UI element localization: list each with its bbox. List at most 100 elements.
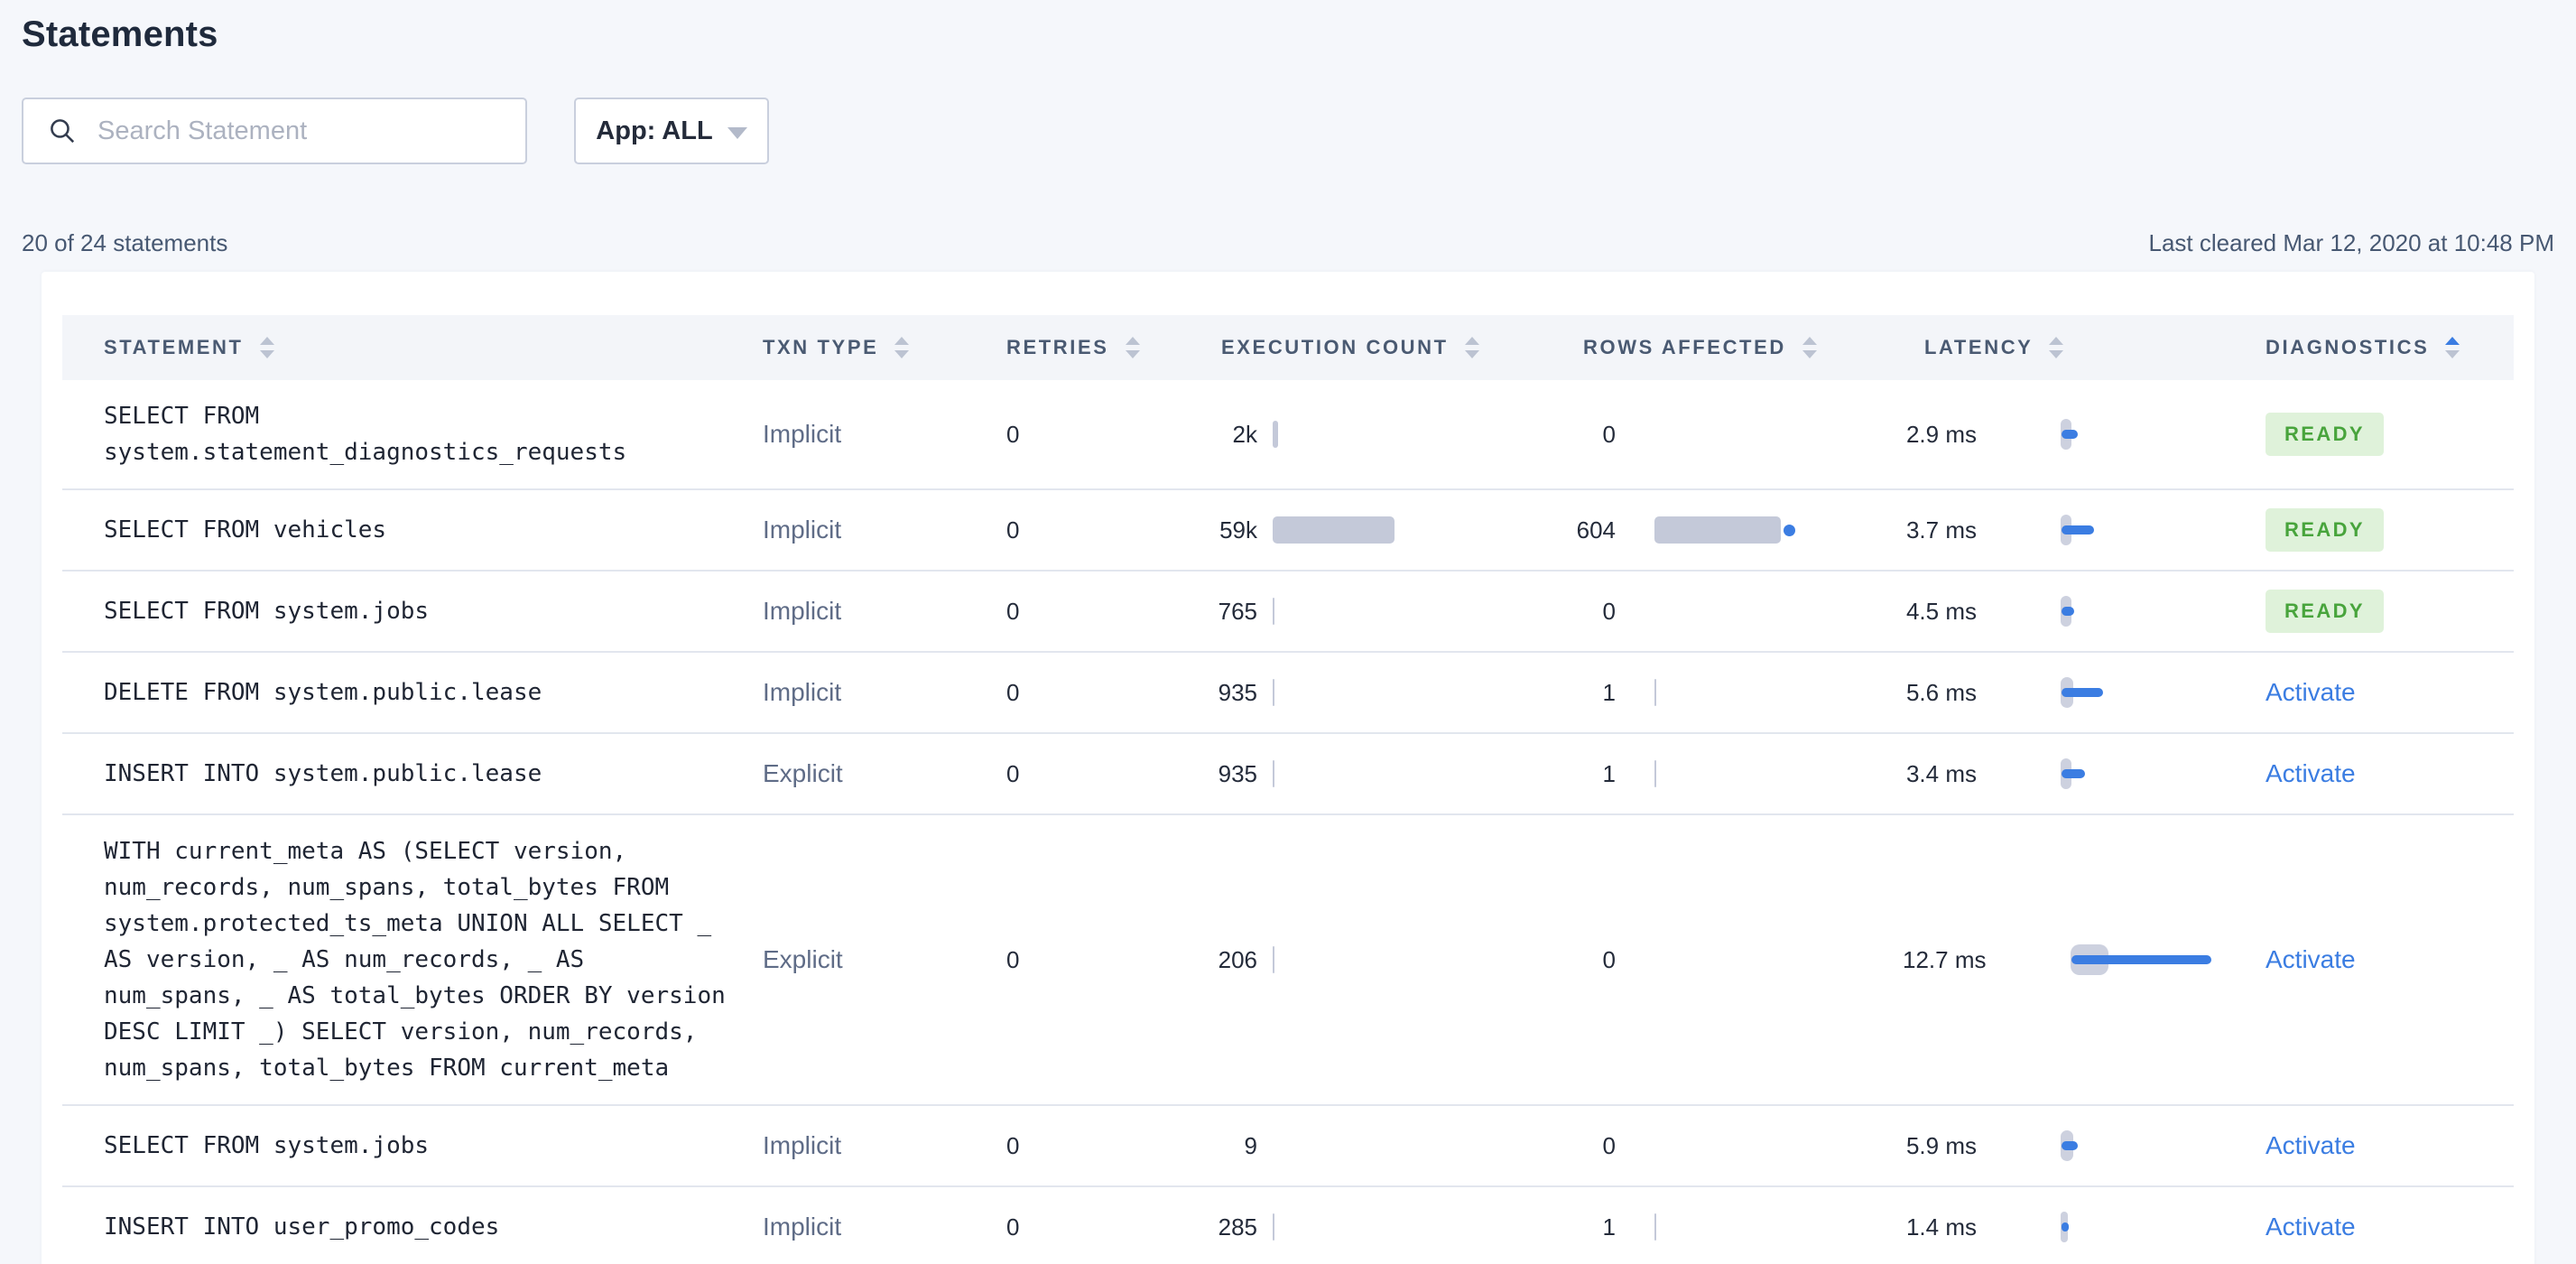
diagnostics-cell: Activate xyxy=(2244,1194,2514,1259)
statements-count: 20 of 24 statements xyxy=(22,229,228,256)
activate-diagnostics-link[interactable]: Activate xyxy=(2266,678,2356,706)
sort-asc-icon xyxy=(2049,337,2064,345)
statement-cell: INSERT INTO user_promo_codes xyxy=(62,1191,741,1263)
rows-affected-value: 0 xyxy=(1602,420,1616,448)
execution-count-cell: 206 xyxy=(1200,928,1561,992)
execution-count-bar xyxy=(1273,516,1395,544)
execution-count-cell: 2k xyxy=(1200,403,1561,467)
column-header-txn[interactable]: TXN TYPE xyxy=(741,336,985,359)
latency-value: 2.9 ms xyxy=(1905,420,1977,448)
table-row: WITH current_meta AS (SELECT version, nu… xyxy=(62,813,2514,1104)
sort-desc-icon xyxy=(1802,350,1817,358)
column-header-label: LATENCY xyxy=(1924,336,2034,358)
latency-bar-chart xyxy=(2061,757,2085,791)
diagnostics-cell: READY xyxy=(2244,395,2514,474)
rows-affected-value: 0 xyxy=(1602,1131,1616,1159)
rows-affected-cell: 0 xyxy=(1561,928,1903,992)
statement-cell: SELECT FROM system.statement_diagnostics… xyxy=(62,380,741,488)
txn-type-cell: Implicit xyxy=(763,678,842,706)
rows-affected-dot-icon xyxy=(1784,524,1795,536)
statement-link[interactable]: WITH current_meta AS (SELECT version, nu… xyxy=(104,838,726,1082)
rows-affected-cell: 0 xyxy=(1561,1114,1903,1178)
last-cleared-text: Last cleared Mar 12, 2020 at 10:48 PM xyxy=(2148,229,2555,256)
sort-desc-icon xyxy=(894,350,910,358)
table-header-row: STATEMENT TXN TYPE RETRIES EXECUTION COU… xyxy=(62,315,2514,380)
execution-count-cell: 935 xyxy=(1200,742,1561,806)
activate-diagnostics-link[interactable]: Activate xyxy=(2266,1213,2356,1241)
activate-diagnostics-link[interactable]: Activate xyxy=(2266,759,2356,787)
statement-link[interactable]: SELECT FROM system.jobs xyxy=(104,1132,430,1159)
sort-arrows-icon xyxy=(1464,337,1479,358)
latency-bar-chart xyxy=(2070,943,2211,977)
column-header-rows[interactable]: ROWS AFFECTED xyxy=(1561,336,1903,359)
txn-type-cell: Explicit xyxy=(763,759,843,787)
execution-count-bar xyxy=(1273,679,1274,706)
execution-count-value: 206 xyxy=(1218,945,1257,973)
latency-cell: 2.9 ms xyxy=(1903,399,2244,469)
column-header-label: DIAGNOSTICS xyxy=(2266,336,2430,358)
statement-cell: SELECT FROM system.jobs xyxy=(62,1110,741,1182)
execution-count-bar xyxy=(1273,598,1274,625)
statement-cell: SELECT FROM vehicles xyxy=(62,494,741,566)
column-header-latency[interactable]: LATENCY xyxy=(1903,336,2244,359)
column-header-diag[interactable]: DIAGNOSTICS xyxy=(2244,336,2514,359)
execution-count-cell: 935 xyxy=(1200,661,1561,725)
column-header-label: EXECUTION COUNT xyxy=(1221,336,1449,358)
rows-affected-bar xyxy=(1654,760,1656,787)
rows-affected-bar xyxy=(1654,1213,1656,1241)
execution-count-bar xyxy=(1273,1213,1274,1241)
search-input[interactable] xyxy=(97,116,505,146)
execution-count-cell: 285 xyxy=(1200,1195,1561,1259)
statement-link[interactable]: SELECT FROM system.statement_diagnostics… xyxy=(104,403,627,466)
rows-affected-cell: 604 xyxy=(1561,498,1903,562)
table-row: INSERT INTO user_promo_codes Implicit 0 … xyxy=(62,1185,2514,1264)
sort-arrows-icon xyxy=(1802,337,1817,358)
statement-cell: SELECT FROM system.jobs xyxy=(62,575,741,647)
column-header-statement[interactable]: STATEMENT xyxy=(62,336,741,359)
column-header-label: ROWS AFFECTED xyxy=(1583,336,1786,358)
retries-cell: 0 xyxy=(1006,1131,1020,1159)
diagnostics-cell: Activate xyxy=(2244,927,2514,992)
sort-arrows-icon xyxy=(1125,337,1140,358)
app-filter-dropdown[interactable]: App: ALL xyxy=(574,98,769,164)
sort-arrows-icon xyxy=(2049,337,2064,358)
column-header-label: TXN TYPE xyxy=(763,336,879,358)
diagnostics-cell: Activate xyxy=(2244,660,2514,725)
column-header-label: RETRIES xyxy=(1006,336,1109,358)
rows-affected-value: 1 xyxy=(1602,678,1616,706)
statement-link[interactable]: DELETE FROM system.public.lease xyxy=(104,679,542,706)
sort-asc-icon xyxy=(1464,337,1479,345)
activate-diagnostics-link[interactable]: Activate xyxy=(2266,945,2356,973)
sort-asc-icon xyxy=(1802,337,1817,345)
page-title: Statements xyxy=(22,14,218,54)
activate-diagnostics-link[interactable]: Activate xyxy=(2266,1131,2356,1159)
txn-type-cell: Explicit xyxy=(763,945,843,973)
statement-link[interactable]: INSERT INTO system.public.lease xyxy=(104,760,542,787)
sort-arrows-icon xyxy=(894,337,910,358)
statement-link[interactable]: SELECT FROM vehicles xyxy=(104,516,387,544)
sort-arrows-icon xyxy=(259,337,274,358)
diagnostics-cell: Activate xyxy=(2244,1113,2514,1178)
txn-type-cell: Implicit xyxy=(763,516,842,544)
column-header-exec[interactable]: EXECUTION COUNT xyxy=(1200,336,1561,359)
statement-link[interactable]: INSERT INTO user_promo_codes xyxy=(104,1213,500,1241)
latency-value: 5.6 ms xyxy=(1905,678,1977,706)
latency-cell: 1.4 ms xyxy=(1903,1192,2244,1262)
latency-cell: 12.7 ms xyxy=(1903,925,2244,995)
sort-asc-icon xyxy=(1125,337,1140,345)
txn-type-cell: Implicit xyxy=(763,420,842,448)
statement-cell: DELETE FROM system.public.lease xyxy=(62,656,741,729)
execution-count-bar xyxy=(1273,421,1278,448)
sort-desc-icon xyxy=(2049,350,2064,358)
txn-type-cell: Implicit xyxy=(763,1131,842,1159)
search-box xyxy=(22,98,527,164)
sort-desc-icon xyxy=(259,350,274,358)
latency-value: 3.7 ms xyxy=(1905,516,1977,544)
table-row: DELETE FROM system.public.lease Implicit… xyxy=(62,651,2514,732)
statement-link[interactable]: SELECT FROM system.jobs xyxy=(104,598,430,625)
execution-count-value: 765 xyxy=(1218,597,1257,625)
app-filter-label: App: ALL xyxy=(596,116,713,145)
latency-mean-bar xyxy=(2062,1222,2069,1231)
column-header-retries[interactable]: RETRIES xyxy=(985,336,1200,359)
